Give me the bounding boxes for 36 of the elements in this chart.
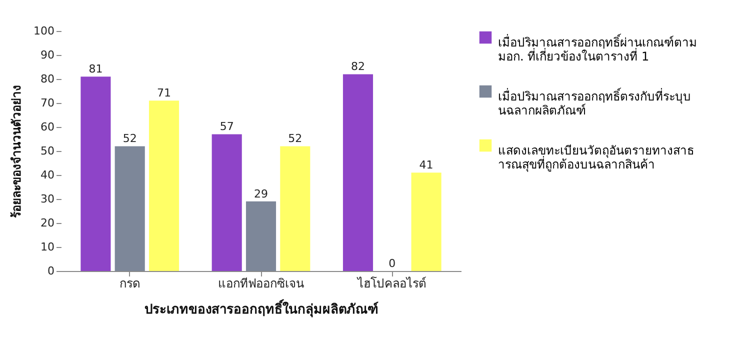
y-axis-title: ร้อยละของจำนวนตัวอย่าง [10,85,24,218]
legend-label: แสดงเลขทะเบียนวัตถุอันตรายทางสาธารณสุขที่ถูกต้องบนฉลากสินค้า [498,144,694,172]
bar [212,134,242,271]
y-tick-label: 0 [48,264,54,278]
bar [114,146,145,271]
bar [280,146,310,271]
y-tick-label: 100 [34,24,54,38]
x-axis-title: ประเภทของสารออกฤทธิ์ในกลุ่มผลิตภัณฑ์ [144,298,378,318]
data-label: 0 [388,257,396,270]
y-tick-label: 10 [40,240,54,254]
data-label: 52 [122,132,137,146]
bar [342,74,374,271]
x-tick-label: แอกทีฟออกซิเจน [218,276,304,290]
y-tick-label: 90 [40,48,54,62]
data-label: 52 [288,132,302,146]
bar [80,76,111,271]
y-tick-label: 40 [40,168,54,182]
legend-label: เมื่อปริมาณสารออกฤทธิ์ตรงกับที่ระบุบนฉลากผลิตภัณฑ์ [498,88,691,118]
x-tick-label: ไฮโปคลอไรต์ [356,276,427,290]
bar [148,100,180,271]
y-tick-label: 70 [40,96,54,110]
data-label: 81 [88,62,103,76]
data-label: 29 [254,187,268,200]
data-label: 57 [220,120,234,134]
data-label: 41 [419,158,434,172]
bar [411,172,442,271]
x-tick-label: กรด [119,276,140,290]
bar [246,201,276,271]
data-label: 82 [350,60,365,74]
y-tick-label: 80 [40,72,54,86]
y-tick-label: 30 [40,192,54,206]
y-tick-label: 50 [40,144,54,158]
legend-label: เมื่อปริมาณสารออกฤทธิ์ผ่านเกณฑ์ตาม มอก. ที่เกี่ยวข้องในตารางที่ 1 [498,34,697,64]
y-tick-label: 20 [40,216,54,230]
data-label: 71 [157,86,172,100]
y-tick-label: 60 [40,120,54,134]
